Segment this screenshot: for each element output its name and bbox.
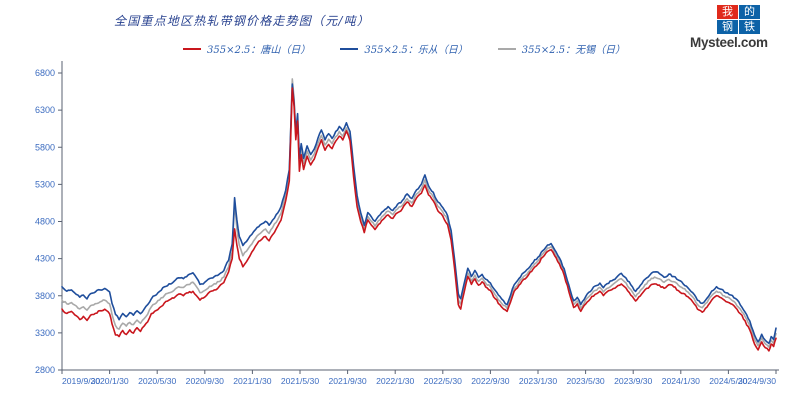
mysteel-domain-text: Mysteel.com bbox=[690, 35, 768, 50]
x-tick-label: 2023/9/30 bbox=[614, 376, 652, 386]
logo-square-icon: 铁 bbox=[739, 20, 760, 34]
x-tick-label: 2023/5/30 bbox=[566, 376, 604, 386]
legend-item-0: 355×2.5：唐山（日） bbox=[183, 41, 310, 56]
page-title: 全国重点地区热轧带钢价格走势图（元/吨） bbox=[114, 14, 371, 28]
logo-square-icon: 我 bbox=[717, 5, 738, 19]
x-tick-label: 2024/1/30 bbox=[662, 376, 700, 386]
y-tick-label: 2800 bbox=[35, 365, 55, 375]
y-tick-label: 3800 bbox=[35, 291, 55, 301]
x-tick-label: 2021/5/30 bbox=[281, 376, 319, 386]
mysteel-logo: 我的钢铁 Mysteel.com bbox=[690, 5, 772, 50]
x-tick-label: 2024/9/30 bbox=[738, 376, 776, 386]
legend-label: 355×2.5：无锡（日） bbox=[521, 45, 626, 56]
x-tick-label: 2019/9/30 bbox=[62, 376, 100, 386]
x-tick-label: 2021/9/30 bbox=[328, 376, 366, 386]
legend-label: 355×2.5：乐从（日） bbox=[364, 45, 468, 56]
legend-label: 355×2.5：唐山（日） bbox=[207, 45, 311, 56]
series-line-lecong bbox=[61, 83, 777, 345]
y-tick-label: 5800 bbox=[35, 142, 55, 152]
x-tick-label: 2020/5/30 bbox=[138, 376, 176, 386]
y-tick-label: 4800 bbox=[35, 217, 55, 227]
y-tick-label: 4300 bbox=[35, 254, 55, 264]
x-tick-label: 2021/1/30 bbox=[233, 376, 271, 386]
x-tick-label: 2020/9/30 bbox=[186, 376, 224, 386]
x-tick-label: 2022/9/30 bbox=[471, 376, 509, 386]
x-tick-label: 2024/5/30 bbox=[709, 376, 747, 386]
y-tick-label: 6800 bbox=[35, 68, 55, 78]
x-tick-label: 2022/1/30 bbox=[376, 376, 414, 386]
series-line-wuxi bbox=[61, 78, 777, 348]
logo-square-icon: 钢 bbox=[717, 20, 738, 34]
x-tick-label: 2023/1/30 bbox=[519, 376, 557, 386]
legend-line-swatch-icon bbox=[340, 47, 359, 50]
mysteel-logo-squares-icon: 我的钢铁 bbox=[717, 5, 772, 34]
legend-item-2: 355×2.5：无锡（日） bbox=[497, 41, 626, 56]
logo-square-icon: 的 bbox=[739, 5, 760, 19]
y-tick-label: 6300 bbox=[35, 105, 55, 115]
x-tick-label: 2022/5/30 bbox=[424, 376, 462, 386]
legend: 355×2.5：唐山（日） 355×2.5：乐从（日） 355×2.5：无锡（日） bbox=[183, 41, 625, 56]
x-tick-label: 2020/1/30 bbox=[90, 376, 128, 386]
legend-item-1: 355×2.5：乐从（日） bbox=[340, 41, 468, 56]
y-tick-label: 3300 bbox=[35, 328, 55, 338]
legend-line-swatch-icon bbox=[183, 47, 201, 50]
legend-line-swatch-icon bbox=[497, 47, 516, 50]
series-line-tangshan bbox=[61, 87, 777, 352]
y-tick-label: 5300 bbox=[35, 179, 55, 189]
